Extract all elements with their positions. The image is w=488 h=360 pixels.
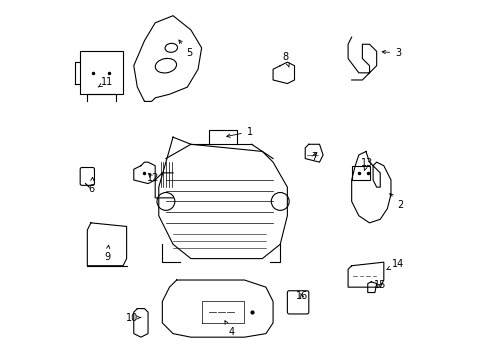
Text: 15: 15	[373, 280, 386, 291]
Text: 4: 4	[224, 321, 234, 337]
Text: 8: 8	[282, 52, 289, 67]
Text: 12: 12	[146, 173, 159, 183]
Text: 11: 11	[98, 77, 113, 87]
Text: 7: 7	[310, 152, 317, 162]
Text: 5: 5	[179, 40, 192, 58]
Text: 10: 10	[125, 312, 141, 323]
Text: 1: 1	[226, 127, 252, 138]
Text: 2: 2	[389, 194, 402, 210]
Text: 3: 3	[382, 48, 400, 58]
Text: 14: 14	[386, 259, 404, 270]
Text: 9: 9	[103, 245, 110, 262]
Text: 16: 16	[295, 291, 307, 301]
Text: 13: 13	[360, 158, 372, 171]
Text: 6: 6	[88, 177, 95, 194]
